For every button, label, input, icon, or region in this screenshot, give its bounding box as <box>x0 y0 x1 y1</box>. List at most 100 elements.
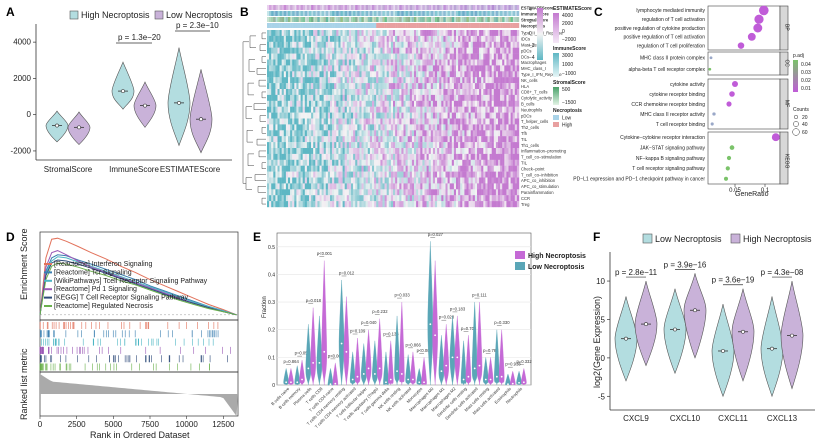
annotation-cell <box>435 17 438 22</box>
heatmap-cell <box>361 112 364 119</box>
annotation-cell <box>464 11 467 16</box>
heatmap-cell <box>325 153 329 160</box>
median-point <box>741 329 745 334</box>
heatmap-cell <box>355 136 358 143</box>
heatmap-cell <box>470 35 473 42</box>
heatmap-cell <box>418 65 421 72</box>
heatmap-cell <box>447 77 450 84</box>
heatmap-cell <box>283 142 287 149</box>
heatmap-cell <box>424 89 427 96</box>
heatmap-cell <box>403 124 406 131</box>
heatmap-cell <box>325 189 329 196</box>
heatmap-cell <box>420 59 423 66</box>
heatmap-cell <box>357 59 360 66</box>
heatmap-cell <box>281 41 284 48</box>
heatmap-cell <box>405 35 408 42</box>
heatmap-cell <box>504 41 507 48</box>
heatmap-cell <box>277 65 280 72</box>
heatmap-cell <box>437 112 440 119</box>
heatmap-cell <box>508 153 511 160</box>
annotation-cell <box>472 17 476 22</box>
annotation-cell <box>506 11 509 16</box>
annotation-cell <box>447 17 450 22</box>
heatmap-cell <box>346 148 350 155</box>
heatmap-cell <box>355 183 358 190</box>
heatmap-cell <box>332 201 335 208</box>
legend-immune-tick-1: 3000 <box>562 53 573 59</box>
heatmap-cell <box>399 118 402 125</box>
heatmap-cell <box>483 100 486 107</box>
heatmap-cell <box>485 100 488 107</box>
heatmap-cell <box>395 148 398 155</box>
heatmap-cell <box>319 65 322 72</box>
heatmap-cell <box>382 148 385 155</box>
heatmap-cell <box>393 89 396 96</box>
heatmap-cell <box>445 100 448 107</box>
heatmap-cell <box>426 30 429 37</box>
heatmap-cell <box>340 171 343 178</box>
legend-padj-tick-2: 0.03 <box>801 70 811 76</box>
heatmap-cell <box>342 47 345 54</box>
heatmap-cell <box>407 195 410 202</box>
heatmap-cell <box>460 35 463 42</box>
heatmap-cell <box>292 136 295 143</box>
heatmap-cell <box>432 83 436 90</box>
heatmap-cell <box>456 83 459 90</box>
heatmap-cell <box>403 65 406 72</box>
heatmap-cell <box>435 47 438 54</box>
heatmap-cell <box>361 83 364 90</box>
heatmap-cell <box>292 118 295 125</box>
heatmap-cell <box>340 148 343 155</box>
heatmap-cell <box>367 153 371 160</box>
heatmap-cell <box>474 89 478 96</box>
heatmap-cell <box>376 94 379 101</box>
heatmap-cell <box>483 53 486 60</box>
heatmap-cell <box>309 142 312 149</box>
heatmap-cell <box>346 201 350 208</box>
heatmap-cell <box>342 189 345 196</box>
p-value: p=0.057 <box>295 351 311 356</box>
heatmap-cell <box>466 201 469 208</box>
heatmap-cell <box>336 201 339 208</box>
annotation-cell <box>351 17 354 22</box>
heatmap-cell <box>516 94 520 101</box>
heatmap-cell <box>512 171 515 178</box>
heatmap-cell <box>342 53 345 60</box>
heatmap-cell <box>321 177 324 184</box>
annotation-cell <box>514 11 518 16</box>
heatmap-cell <box>277 100 280 107</box>
heatmap-cell <box>344 100 347 107</box>
heatmap-cell <box>351 159 354 166</box>
heatmap-cell <box>508 124 511 131</box>
heatmap-cell <box>405 47 408 54</box>
violin <box>454 315 461 386</box>
heatmap-cell <box>502 177 505 184</box>
heatmap-cell <box>372 136 375 143</box>
annotation-cell <box>330 23 333 28</box>
heatmap-cell <box>416 106 419 113</box>
heatmap-cell <box>281 100 284 107</box>
heatmap-cell <box>353 65 356 72</box>
heatmap-cell <box>399 30 402 37</box>
category-label: ImmuneScore <box>109 165 159 174</box>
heatmap-cell <box>334 41 337 48</box>
heatmap-cell <box>397 59 400 66</box>
main-scale-tick-5: −4 <box>529 55 535 61</box>
heatmap-cell <box>477 35 480 42</box>
heatmap-cell <box>367 118 371 125</box>
heatmap-cell <box>498 65 501 72</box>
heatmap-cell <box>426 159 429 166</box>
heatmap-cell <box>363 83 366 90</box>
heatmap-cell <box>474 118 478 125</box>
median-point <box>55 123 59 128</box>
heatmap-cell <box>321 41 324 48</box>
heatmap-cell <box>319 159 322 166</box>
annotation-cell <box>342 5 345 10</box>
annotation-cell <box>296 17 299 22</box>
heatmap-cell <box>336 183 339 190</box>
heatmap-cell <box>353 35 356 42</box>
annotation-cell <box>474 23 478 28</box>
heatmap-cell <box>296 189 299 196</box>
heatmap-cell <box>456 35 459 42</box>
heatmap-cell <box>363 47 366 54</box>
